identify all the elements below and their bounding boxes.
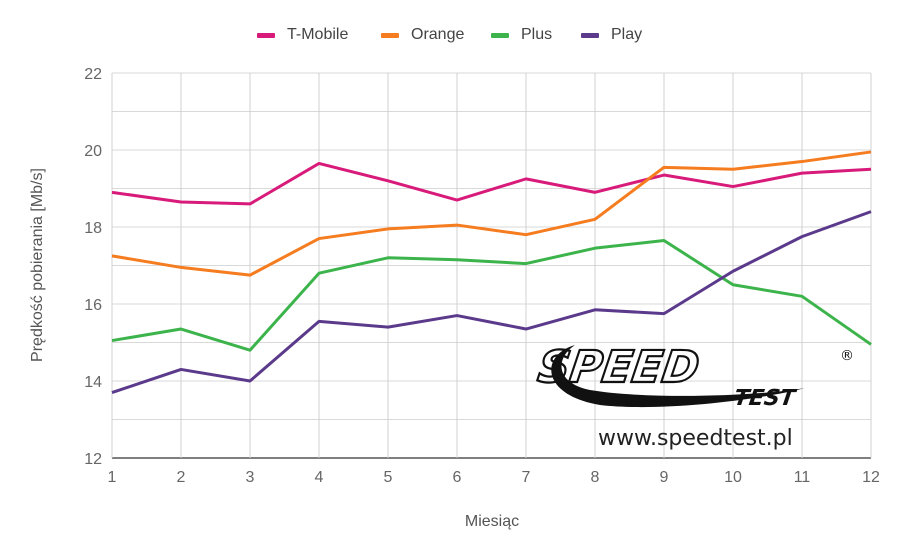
logo-registered-mark: ® <box>840 348 854 364</box>
legend-label: Orange <box>411 26 465 43</box>
series-lines <box>111 150 872 394</box>
x-tick-label: 3 <box>246 469 255 486</box>
x-axis-title: Miesiąc <box>465 513 519 530</box>
legend-swatch <box>381 32 399 38</box>
x-tick-label: 7 <box>522 469 531 486</box>
x-tick-label: 2 <box>177 469 186 486</box>
series-line-t-mobile <box>111 161 872 206</box>
legend-label: Play <box>611 26 643 43</box>
logo-speed-text: SPEED <box>535 342 703 393</box>
x-tick-label: 9 <box>660 469 669 486</box>
x-tick-label: 10 <box>724 469 742 486</box>
y-tick-label: 18 <box>84 220 102 237</box>
x-tick-label: 8 <box>591 469 600 486</box>
x-tick-label: 6 <box>453 469 462 486</box>
legend-label: T-Mobile <box>287 26 349 43</box>
y-tick-label: 16 <box>84 297 102 314</box>
x-tick-label: 1 <box>108 469 117 486</box>
series-line-plus <box>111 238 872 352</box>
y-tick-label: 22 <box>84 66 102 83</box>
y-tick-label: 20 <box>84 143 102 160</box>
legend-label: Plus <box>521 26 553 43</box>
y-tick-labels: 12 14 16 18 20 22 <box>84 66 102 468</box>
y-tick-label: 12 <box>84 451 102 468</box>
logo-test-text: TEST <box>732 385 798 411</box>
x-tick-label: 5 <box>384 469 393 486</box>
logo-url: www.speedtest.pl <box>598 426 793 451</box>
y-axis-title: Prędkość pobierania [Mb/s] <box>29 168 46 362</box>
x-tick-label: 12 <box>862 469 880 486</box>
series-line-play <box>111 210 872 394</box>
legend-swatch <box>257 32 275 38</box>
series-line-orange <box>111 150 872 277</box>
y-tick-label: 14 <box>84 374 102 391</box>
x-tick-label: 4 <box>315 469 324 486</box>
legend-item-orange[interactable]: Orange <box>381 26 464 44</box>
x-tick-label: 11 <box>794 469 811 486</box>
legend-item-t-mobile[interactable]: T-Mobile <box>257 26 348 44</box>
speedtest-logo: SPEED ® TEST www.speedtest.pl <box>534 341 854 451</box>
legend-item-plus[interactable]: Plus <box>491 26 552 44</box>
x-tick-labels: 1 2 3 4 5 6 7 8 9 10 11 12 <box>108 469 880 486</box>
legend-swatch <box>581 32 599 38</box>
legend-item-play[interactable]: Play <box>581 26 642 44</box>
legend-swatch <box>491 32 509 38</box>
